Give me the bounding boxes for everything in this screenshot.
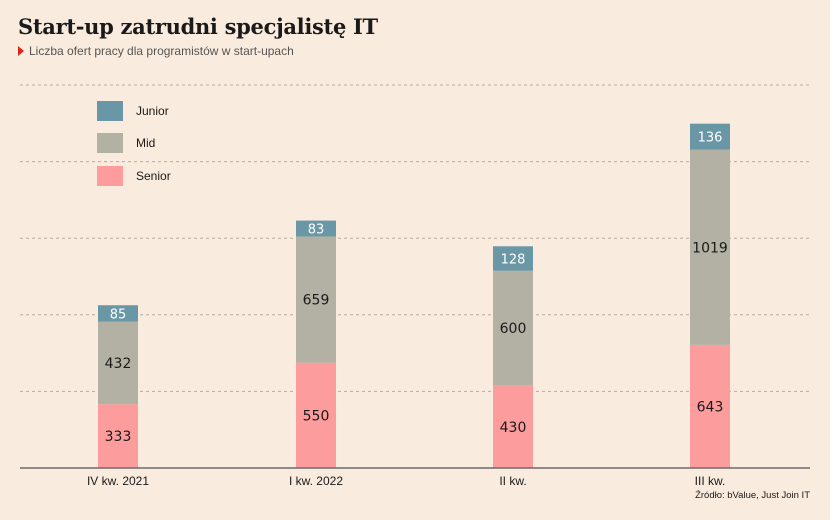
data-label: 600	[500, 321, 527, 337]
x-tick-label: IV kw. 2021	[87, 474, 149, 488]
x-tick-label: I kw. 2022	[289, 474, 343, 488]
legend-swatch-mid	[97, 133, 123, 153]
data-label: 432	[105, 356, 132, 372]
bar-mid	[98, 321, 138, 405]
source-note: Źródło: bValue, Just Join IT	[695, 490, 810, 501]
bar-senior	[493, 385, 533, 468]
bar-mid	[296, 236, 336, 363]
triangle-marker-icon	[18, 46, 24, 56]
legend-swatch-junior	[97, 101, 123, 121]
legend-swatch-senior	[97, 166, 123, 186]
data-label: 1019	[692, 240, 728, 256]
data-label: 643	[697, 399, 724, 415]
x-tick-label: III kw.	[695, 474, 726, 488]
bar-mid	[493, 270, 533, 386]
bar-senior	[690, 344, 730, 468]
bar-senior	[98, 404, 138, 468]
legend-label-senior: Senior	[136, 169, 171, 183]
data-label: 333	[105, 429, 132, 445]
data-label: 136	[698, 131, 723, 146]
data-label: 659	[303, 293, 330, 309]
data-label: 83	[308, 223, 325, 238]
legend-label-junior: Junior	[136, 104, 169, 118]
x-tick-label: II kw.	[499, 474, 526, 488]
data-label: 430	[500, 420, 527, 436]
bar-junior	[98, 305, 138, 322]
data-label: 85	[110, 307, 127, 322]
data-label: 550	[303, 408, 330, 424]
subtitle-text: Liczba ofert pracy dla programistów w st…	[29, 44, 294, 58]
bar-junior	[690, 123, 730, 150]
data-label: 128	[501, 252, 526, 267]
bar-junior	[296, 220, 336, 237]
bar-senior	[296, 362, 336, 468]
chart-subtitle: Liczba ofert pracy dla programistów w st…	[18, 44, 294, 58]
chart-title: Start-up zatrudni specjalistę IT	[18, 14, 378, 39]
bar-mid	[690, 149, 730, 345]
bar-junior	[493, 246, 533, 271]
legend-label-mid: Mid	[136, 136, 155, 150]
